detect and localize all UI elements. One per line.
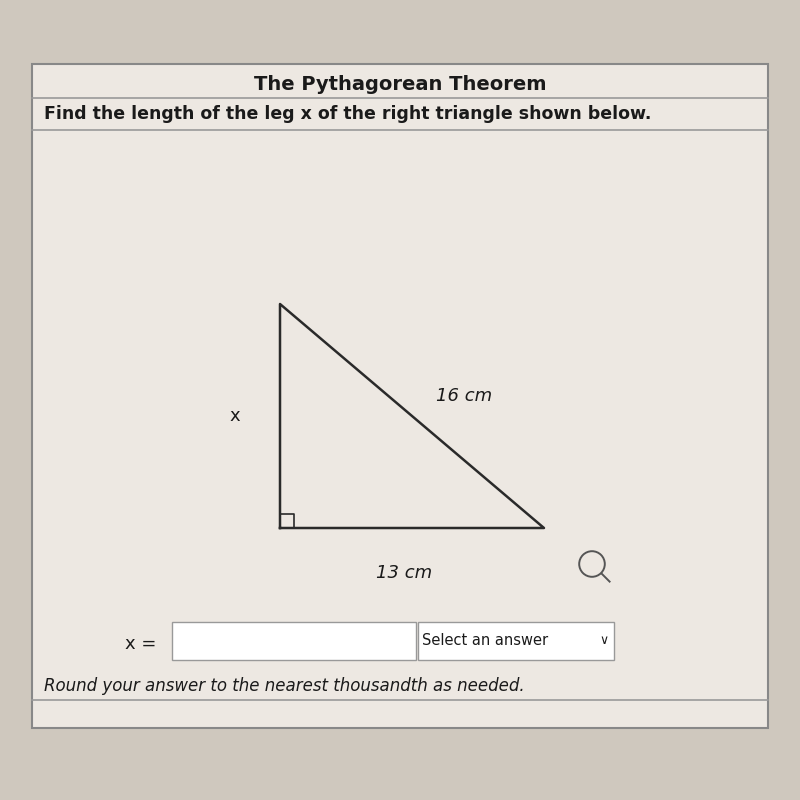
Text: 16 cm: 16 cm bbox=[436, 387, 492, 405]
Text: Find the length of the leg x of the right triangle shown below.: Find the length of the leg x of the righ… bbox=[44, 106, 651, 123]
Text: ∨: ∨ bbox=[599, 634, 609, 647]
Text: Select an answer: Select an answer bbox=[422, 634, 549, 648]
Text: The Pythagorean Theorem: The Pythagorean Theorem bbox=[254, 74, 546, 94]
Text: x =: x = bbox=[125, 635, 156, 653]
FancyBboxPatch shape bbox=[418, 622, 614, 660]
Text: Round your answer to the nearest thousandth as needed.: Round your answer to the nearest thousan… bbox=[44, 677, 525, 694]
Text: x: x bbox=[230, 407, 240, 425]
Text: 13 cm: 13 cm bbox=[376, 564, 432, 582]
FancyBboxPatch shape bbox=[32, 64, 768, 728]
FancyBboxPatch shape bbox=[172, 622, 416, 660]
